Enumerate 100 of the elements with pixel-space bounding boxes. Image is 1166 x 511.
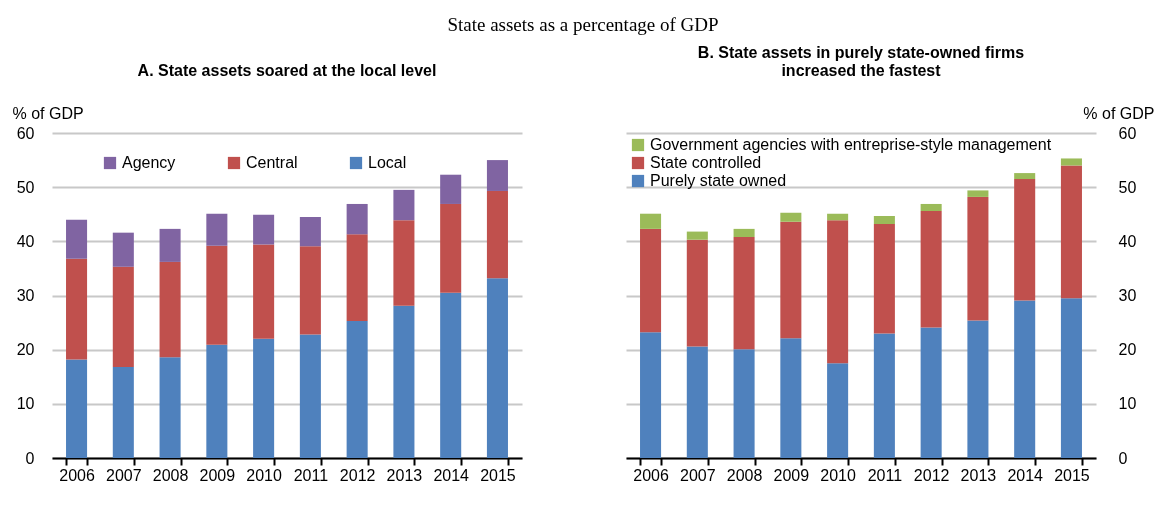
- bar: [640, 332, 662, 458]
- y-axis-title: % of GDP: [12, 104, 84, 122]
- bar: [780, 212, 802, 222]
- bar: [66, 219, 88, 259]
- bar: [1060, 165, 1082, 299]
- bar: [486, 190, 508, 279]
- bar: [967, 320, 989, 458]
- bar: [1014, 179, 1036, 301]
- y2-tick-label: 30: [1118, 287, 1137, 304]
- x-tick-label: 2007: [680, 466, 716, 484]
- bar: [1060, 158, 1082, 166]
- x-tick-label: 2013: [386, 466, 423, 484]
- legend-label: Purely state owned: [650, 172, 787, 189]
- bar: [206, 213, 228, 246]
- bar: [640, 213, 662, 229]
- legend-label: State controlled: [650, 154, 762, 171]
- legend-label: Central: [246, 154, 298, 171]
- y2-axis-title: % of GDP: [1083, 104, 1155, 122]
- x-tick-label: 2015: [1054, 466, 1090, 484]
- y2-tick-label: 10: [1118, 395, 1137, 413]
- bar: [393, 305, 415, 458]
- bar: [920, 203, 942, 211]
- y-tick-label: 50: [16, 178, 35, 196]
- bar: [159, 357, 181, 458]
- bar: [827, 220, 849, 364]
- text: State assets as a percentage of GDP: [446, 14, 720, 36]
- x-tick-label: 2015: [480, 466, 516, 484]
- bar: [780, 338, 802, 458]
- bar: [920, 211, 942, 328]
- bar: [112, 367, 134, 458]
- y-tick-label: 40: [16, 232, 35, 250]
- y-tick-label: 10: [16, 395, 35, 413]
- x-tick-label: 2007: [106, 466, 142, 484]
- bar: [1014, 300, 1036, 458]
- bar: [827, 363, 849, 458]
- bar: [299, 334, 321, 458]
- bar: [733, 237, 755, 350]
- bar: [346, 234, 368, 321]
- bar: [299, 246, 321, 335]
- bar: [66, 258, 88, 360]
- y-tick-label: 20: [16, 341, 35, 359]
- x-tick-label: 2014: [433, 466, 470, 484]
- bar: [967, 190, 989, 197]
- x-tick-label: 2006: [59, 466, 95, 484]
- bar: [733, 228, 755, 237]
- bar: [393, 220, 415, 306]
- bar: [873, 224, 895, 334]
- bar: [920, 327, 942, 458]
- legend-label: Agency: [122, 154, 176, 171]
- bar: [1060, 298, 1082, 458]
- bar: [486, 278, 508, 458]
- x-tick-label: 2008: [152, 466, 189, 484]
- x-tick-label: 2010: [820, 466, 857, 484]
- x-tick-label: 2014: [1007, 466, 1044, 484]
- bar: [486, 160, 508, 191]
- bar: [780, 221, 802, 339]
- bar: [827, 213, 849, 221]
- bar: [299, 216, 321, 247]
- chart-title: B. State assets in purely state-owned firms increased the fastest: [697, 44, 1025, 79]
- chart-title: A. State assets soared at the local level: [137, 62, 437, 79]
- legend-label: Government agencies with entreprise-style management: [650, 136, 1052, 153]
- y-tick-label: 0: [25, 449, 35, 467]
- bar: [686, 239, 708, 347]
- bar: [393, 189, 415, 221]
- bar: [346, 203, 368, 235]
- x-tick-label: 2012: [339, 466, 376, 484]
- bar: [206, 245, 228, 345]
- bar: [1014, 173, 1036, 180]
- bar: [206, 344, 228, 458]
- x-tick-label: 2009: [199, 466, 236, 484]
- x-tick-label: 2011: [867, 466, 903, 484]
- x-tick-label: 2006: [633, 466, 669, 484]
- x-tick-label: 2008: [726, 466, 763, 484]
- bar: [346, 320, 368, 458]
- bar: [733, 349, 755, 458]
- x-tick-label: 2011: [293, 466, 329, 484]
- legend-label: Local: [368, 154, 407, 171]
- bar: [159, 228, 181, 262]
- bar: [686, 231, 708, 240]
- y2-tick-label: 0: [1118, 449, 1128, 467]
- bar: [440, 292, 462, 458]
- bar: [159, 261, 181, 358]
- bar: [873, 215, 895, 224]
- bar: [440, 203, 462, 293]
- bar: [112, 232, 134, 267]
- bar: [640, 228, 662, 333]
- y2-tick-label: 60: [1118, 124, 1137, 142]
- bar: [686, 346, 708, 458]
- y-tick-label: 30: [16, 287, 35, 304]
- x-tick-label: 2010: [246, 466, 283, 484]
- y2-tick-label: 50: [1118, 178, 1137, 196]
- bar: [253, 244, 275, 339]
- y-tick-label: 60: [16, 124, 35, 142]
- bar: [253, 214, 275, 245]
- bar: [66, 359, 88, 458]
- y2-tick-label: 40: [1118, 232, 1137, 250]
- y2-tick-label: 20: [1118, 341, 1137, 359]
- bar: [112, 266, 134, 367]
- bar: [967, 196, 989, 321]
- x-tick-label: 2009: [773, 466, 810, 484]
